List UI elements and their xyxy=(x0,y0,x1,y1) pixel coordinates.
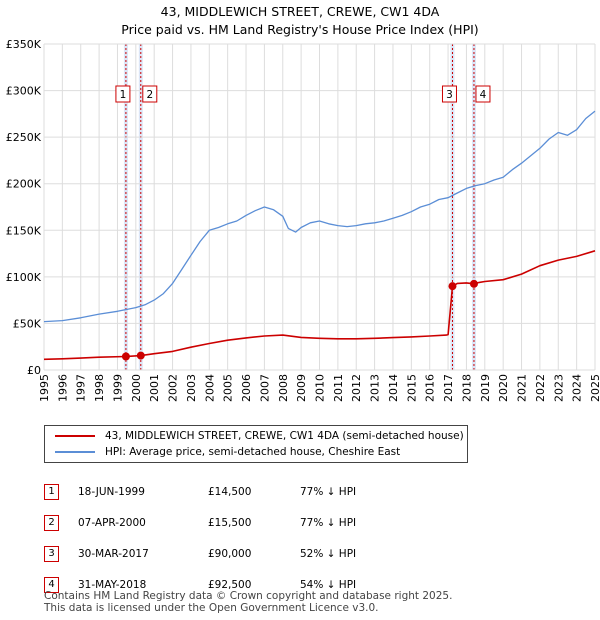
x-tick-label: 2019 xyxy=(479,374,492,402)
x-tick-label: 2015 xyxy=(405,374,418,402)
x-tick-label: 2011 xyxy=(332,374,345,402)
sale-bands xyxy=(123,44,476,370)
sales-table: 1 18-JUN-1999 £14,500 77% ↓ HPI 2 07-APR… xyxy=(44,476,356,600)
sale-label-number: 1 xyxy=(120,89,127,101)
sale-label-box xyxy=(441,85,457,103)
x-tick-label: 2020 xyxy=(497,374,510,402)
x-tick-label: 2017 xyxy=(442,374,455,402)
footer-copyright: Contains HM Land Registry data © Crown c… xyxy=(44,590,453,602)
x-tick-label: 2013 xyxy=(369,374,382,402)
grid-lines xyxy=(43,43,596,371)
sale-hpi: 77% ↓ HPI xyxy=(300,516,357,529)
sale-point xyxy=(121,352,130,361)
sale-band xyxy=(138,44,143,370)
x-tick-label: 2014 xyxy=(387,374,400,402)
legend-label-property: 43, MIDDLEWICH STREET, CREWE, CW1 4DA (s… xyxy=(105,430,464,442)
y-tick-label: £150K xyxy=(6,224,42,237)
x-tick-label: 1997 xyxy=(75,374,88,402)
y-tick-label: £100K xyxy=(6,271,42,284)
sale-band xyxy=(471,44,476,370)
chart-title: 43, MIDDLEWICH STREET, CREWE, CW1 4DA xyxy=(160,4,440,19)
x-tick-label: 2007 xyxy=(258,374,271,402)
sale-label-number: 2 xyxy=(146,89,153,101)
x-tick-label: 2012 xyxy=(350,374,363,402)
series-lines xyxy=(43,110,596,361)
x-tick-label: 2010 xyxy=(314,374,327,402)
legend-item-property: 43, MIDDLEWICH STREET, CREWE, CW1 4DA (s… xyxy=(55,430,464,442)
table-row: 1 18-JUN-1999 £14,500 77% ↓ HPI xyxy=(44,476,356,507)
y-tick-label: £50K xyxy=(13,317,42,330)
table-row: 4 31-MAY-2018 £92,500 54% ↓ HPI xyxy=(44,569,356,600)
footer: Contains HM Land Registry data © Crown c… xyxy=(44,590,452,614)
sale-label-box xyxy=(475,85,491,103)
legend-item-hpi: HPI: Average price, semi-detached house,… xyxy=(55,446,400,458)
x-tick-label: 2004 xyxy=(203,374,216,402)
legend-swatch-property xyxy=(55,435,95,437)
x-tick-label: 2023 xyxy=(552,374,565,402)
sale-band xyxy=(450,44,455,370)
sale-label-box xyxy=(115,85,131,103)
x-tick-label: 2024 xyxy=(571,374,584,402)
sale-price: £90,000 xyxy=(208,547,252,560)
hpi-line xyxy=(43,110,596,323)
legend-label-hpi: HPI: Average price, semi-detached house,… xyxy=(105,446,401,458)
y-tick-label: £250K xyxy=(6,131,42,144)
x-tick-label: 1995 xyxy=(38,374,51,402)
y-axis-ticks: £0 £50K £100K £150K £200K £250K £300K £350K xyxy=(6,38,42,377)
footer-licence: This data is licensed under the Open Gov… xyxy=(44,602,379,614)
x-tick-label: 2006 xyxy=(240,374,253,402)
sale-number: 3 xyxy=(44,545,59,562)
x-tick-label: 2005 xyxy=(222,374,235,402)
sale-label-number: 3 xyxy=(446,89,453,101)
sale-hpi: 77% ↓ HPI xyxy=(300,485,357,498)
y-tick-label: £0 xyxy=(27,364,41,377)
sale-date: 07-APR-2000 xyxy=(78,516,146,529)
y-tick-label: £300K xyxy=(6,85,42,98)
legend: 43, MIDDLEWICH STREET, CREWE, CW1 4DA (s… xyxy=(44,425,468,463)
y-tick-label: £200K xyxy=(6,178,42,191)
x-tick-label: 2003 xyxy=(185,374,198,402)
x-tick-label: 2025 xyxy=(589,374,600,402)
x-tick-label: 2022 xyxy=(534,374,547,402)
sale-point xyxy=(448,282,457,291)
x-tick-label: 2002 xyxy=(167,374,180,402)
property-price-line xyxy=(43,250,596,361)
sale-number: 2 xyxy=(44,514,59,531)
x-tick-label: 1999 xyxy=(111,374,124,402)
sale-price: £15,500 xyxy=(208,516,252,529)
x-tick-label: 2000 xyxy=(130,374,143,402)
sale-markers: 1 2 3 4 xyxy=(115,85,491,361)
legend-swatch-hpi xyxy=(55,451,95,453)
x-tick-label: 2008 xyxy=(277,374,290,402)
sale-date: 30-MAR-2017 xyxy=(78,547,149,560)
x-tick-label: 2018 xyxy=(460,374,473,402)
sale-number: 1 xyxy=(44,483,59,500)
sale-label-box xyxy=(142,85,158,103)
sale-price: £92,500 xyxy=(208,578,252,591)
sale-number: 4 xyxy=(44,576,59,593)
x-axis-ticks: 1995 1996 1997 1998 1999 2000 2001 2002 2003 2004… xyxy=(38,374,600,402)
x-tick-label: 2009 xyxy=(295,374,308,402)
sale-date: 18-JUN-1999 xyxy=(78,485,145,498)
y-tick-label: £350K xyxy=(6,38,42,51)
price-chart: £0 £50K £100K £150K £200K £250K £300K £350K 199… xyxy=(6,38,600,402)
sale-point xyxy=(469,279,478,288)
sale-point xyxy=(136,351,145,360)
x-tick-label: 2016 xyxy=(424,374,437,402)
table-row: 3 30-MAR-2017 £90,000 52% ↓ HPI xyxy=(44,538,356,569)
sale-price: £14,500 xyxy=(208,485,252,498)
x-tick-label: 1998 xyxy=(93,374,106,402)
table-row: 2 07-APR-2000 £15,500 77% ↓ HPI xyxy=(44,507,356,538)
sale-label-number: 4 xyxy=(480,89,487,101)
x-tick-label: 2021 xyxy=(516,374,529,402)
sale-hpi: 54% ↓ HPI xyxy=(300,578,357,591)
x-tick-label: 2001 xyxy=(148,374,161,402)
sale-date: 31-MAY-2018 xyxy=(78,578,147,591)
sale-hpi: 52% ↓ HPI xyxy=(300,547,357,560)
sale-band xyxy=(123,44,128,370)
chart-subtitle: Price paid vs. HM Land Registry's House … xyxy=(121,22,479,37)
x-tick-label: 1996 xyxy=(56,374,69,402)
